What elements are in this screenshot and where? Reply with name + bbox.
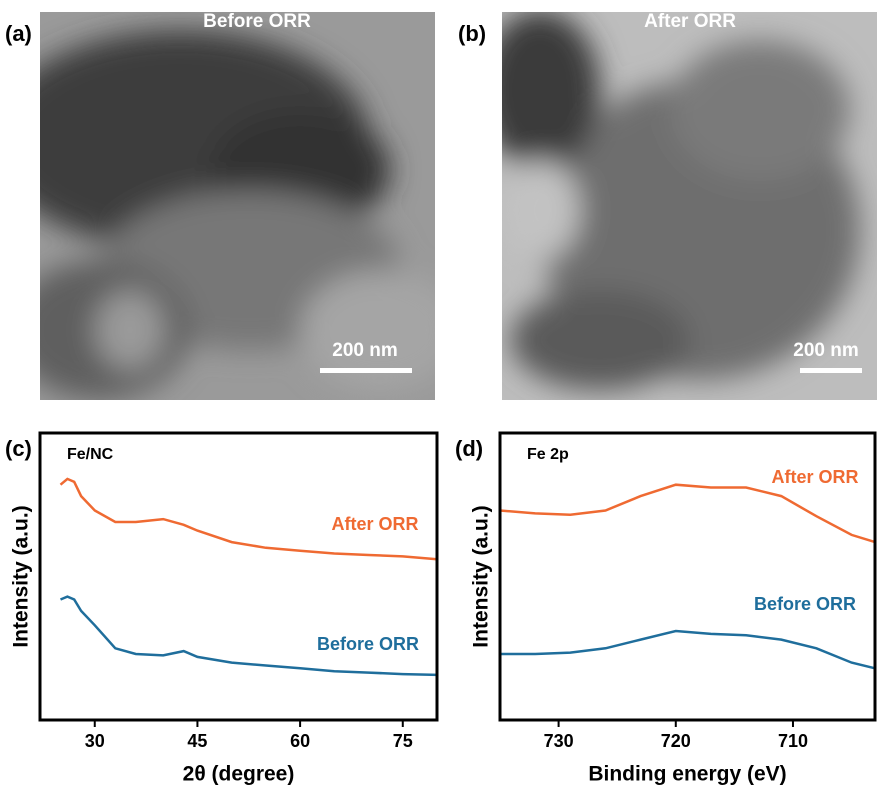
scale-bar (800, 368, 862, 373)
image-caption: Before ORR (203, 11, 311, 32)
x-tick-label: 720 (661, 731, 691, 751)
tem-image-b (502, 12, 877, 400)
series-line (499, 483, 876, 544)
y-axis-title: Intensity (a.u.) (470, 505, 493, 647)
scale-bar-label: 200 nm (793, 340, 858, 361)
series-label: Before ORR (754, 594, 856, 614)
x-axis-title: Binding energy (eV) (588, 763, 786, 786)
tem-image-a (40, 12, 435, 400)
series-label: After ORR (771, 467, 858, 487)
series-line (60, 595, 438, 677)
x-tick-label: 75 (393, 731, 413, 751)
x-tick-label: 710 (778, 731, 808, 751)
panel-label: (c) (5, 436, 32, 461)
series-line (59, 477, 438, 561)
chart-title: Fe/NC (67, 446, 114, 463)
scale-bar-label: 200 nm (332, 340, 397, 361)
scale-bar (320, 368, 412, 373)
panel-label: (b) (458, 21, 486, 46)
series-line (500, 629, 876, 670)
chart-title: Fe 2p (527, 446, 569, 463)
series-label: After ORR (331, 514, 418, 534)
series-label: Before ORR (317, 634, 419, 654)
plot-frame (38, 431, 439, 722)
x-tick-label: 30 (85, 731, 105, 751)
image-caption: After ORR (644, 11, 736, 32)
panel-label: (a) (5, 21, 32, 46)
y-axis-title: Intensity (a.u.) (10, 505, 33, 647)
x-tick-label: 730 (544, 731, 574, 751)
x-tick-label: 45 (187, 731, 207, 751)
plot-frame (498, 431, 877, 722)
x-tick-label: 60 (290, 731, 310, 751)
panel-label: (d) (455, 436, 483, 461)
x-axis-title: 2θ (degree) (183, 763, 295, 786)
